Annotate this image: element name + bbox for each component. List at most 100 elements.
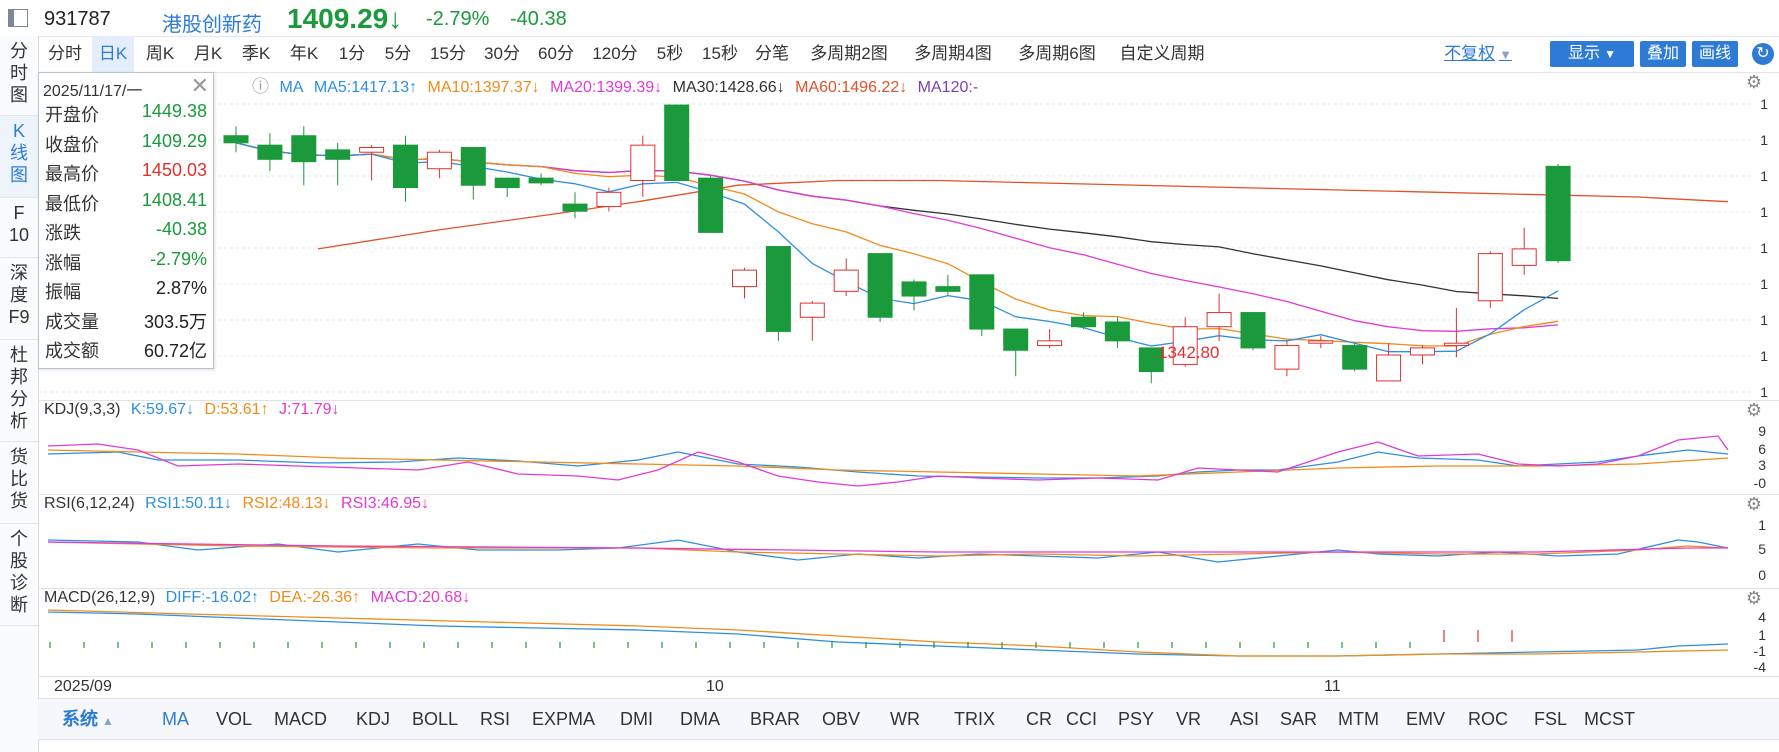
indicator-tab[interactable]: FSL: [1534, 709, 1568, 729]
ma5-value: MA5:1417.13↑: [313, 79, 418, 96]
candlestick: [1240, 312, 1266, 351]
period-tab[interactable]: 自定义周期: [1119, 44, 1205, 63]
tab-timeshare[interactable]: 分 时 图: [0, 36, 38, 116]
indicator-tab[interactable]: EXPMA: [532, 709, 596, 729]
period-tab[interactable]: 15分: [430, 44, 466, 63]
indicator-tab[interactable]: VR: [1176, 709, 1202, 729]
left-nav: 分 时 图 K 线 图 F 10 深 度 F9 杜 邦 分 析 货 比 货 个 …: [0, 36, 39, 752]
draw-line-button[interactable]: 画线: [1692, 41, 1738, 67]
candle-body: [460, 147, 486, 186]
indicator-tab[interactable]: CR: [1026, 709, 1052, 729]
candlestick: [1037, 329, 1063, 348]
period-tab[interactable]: 多周期4图: [914, 44, 992, 63]
indicator-tab[interactable]: VOL: [216, 709, 253, 729]
candle-body: [698, 177, 724, 233]
refresh-icon[interactable]: ↻: [1752, 43, 1774, 65]
help-icon[interactable]: ⓘ: [252, 77, 269, 96]
period-tab[interactable]: 周K: [145, 44, 175, 63]
indicator-tab[interactable]: MTM: [1338, 709, 1379, 729]
rsi3-value: RSI3:46.95↓: [341, 495, 430, 512]
rsi2-line: [47, 541, 1729, 557]
candlestick: [630, 135, 656, 198]
period-tab[interactable]: 1分: [338, 44, 366, 63]
period-tab[interactable]: 分时: [48, 44, 82, 63]
adjust-dropdown[interactable]: 不复权 ▼: [1444, 36, 1512, 72]
indicator-tab-active[interactable]: MA: [162, 709, 189, 729]
axis-tick: 6: [1758, 441, 1766, 457]
close-icon[interactable]: ✕: [190, 73, 209, 98]
tab-compare[interactable]: 货 比 货: [0, 442, 38, 524]
candlestick: [1206, 293, 1232, 341]
tab-deep-f9[interactable]: 深 度 F9: [0, 258, 38, 340]
gear-icon[interactable]: ⚙: [1745, 400, 1763, 420]
candlestick: [1511, 227, 1537, 275]
system-label: 系统: [62, 709, 98, 729]
period-tab[interactable]: 季K: [241, 44, 271, 63]
macd-chart[interactable]: 4 1 -1 -4: [38, 608, 1779, 674]
tab-f10[interactable]: F 10: [0, 198, 38, 258]
kdj-d-line: [47, 449, 1729, 477]
period-tab-active[interactable]: 日K: [92, 36, 134, 72]
indicator-tab[interactable]: WR: [890, 709, 920, 729]
candlestick: [223, 126, 249, 153]
indicator-tab[interactable]: DMI: [620, 709, 653, 729]
stock-name[interactable]: 港股创新药: [162, 14, 262, 36]
period-tab[interactable]: 30分: [484, 44, 520, 63]
indicator-tab[interactable]: SAR: [1280, 709, 1318, 729]
gear-icon[interactable]: ⚙: [1745, 588, 1763, 608]
period-tab[interactable]: 60分: [538, 44, 574, 63]
period-tab[interactable]: 年K: [289, 44, 319, 63]
indicator-tab[interactable]: MCST: [1584, 709, 1635, 729]
period-tab[interactable]: 5秒: [656, 44, 684, 63]
gear-icon[interactable]: ⚙: [1745, 72, 1763, 92]
indicator-tab[interactable]: MACD: [274, 709, 327, 729]
info-label: 振幅: [45, 282, 81, 302]
period-tab[interactable]: 120分: [592, 44, 638, 63]
kdj-chart[interactable]: 9 6 3 -0: [38, 420, 1779, 492]
x-label-oct: 10: [706, 678, 724, 695]
tab-label: 深 度 F9: [8, 263, 30, 327]
info-label: 最低价: [45, 193, 99, 214]
indicator-tab[interactable]: CCI: [1066, 709, 1097, 729]
tab-dupont[interactable]: 杜 邦 分 析: [0, 340, 38, 442]
system-indicator-menu[interactable]: 系统 ▲: [62, 699, 114, 739]
layout-toggle-icon[interactable]: [8, 9, 28, 27]
indicator-tab[interactable]: DMA: [680, 709, 720, 729]
kline-chart[interactable]: 1 1 1 1 1 1 1 1 1: [38, 92, 1779, 398]
kdj-title: KDJ(9,3,3): [44, 401, 121, 418]
overlay-button[interactable]: 叠加: [1640, 41, 1686, 67]
indicator-tab[interactable]: BOLL: [412, 709, 459, 729]
candle-body: [1511, 248, 1537, 266]
rsi-chart[interactable]: 1 5 0: [38, 514, 1779, 586]
period-tab[interactable]: 多周期6图: [1018, 44, 1096, 63]
period-tab[interactable]: 月K: [193, 44, 223, 63]
info-label: 成交额: [45, 341, 99, 361]
tab-diagnosis[interactable]: 个 股 诊 断: [0, 524, 38, 626]
axis-tick: 1: [1760, 168, 1768, 184]
candlestick: [833, 258, 859, 297]
period-tab[interactable]: 15秒: [702, 44, 738, 63]
indicator-tab[interactable]: BRAR: [750, 709, 801, 729]
indicator-tab[interactable]: OBV: [822, 709, 861, 729]
indicator-tab[interactable]: PSY: [1118, 709, 1155, 729]
axis-tick: 1: [1758, 627, 1766, 643]
candle-body: [359, 147, 385, 153]
triangle-up-icon: ▲: [102, 714, 114, 728]
indicator-tab[interactable]: RSI: [480, 709, 511, 729]
kdj-d: D:53.61↑: [204, 401, 269, 418]
candlestick: [1376, 343, 1402, 382]
indicator-tab[interactable]: ROC: [1468, 709, 1508, 729]
period-tab[interactable]: 5分: [384, 44, 412, 63]
indicator-tab[interactable]: TRIX: [954, 709, 996, 729]
indicator-tab[interactable]: ASI: [1230, 709, 1260, 729]
indicator-tab[interactable]: EMV: [1406, 709, 1446, 729]
candlestick: [1138, 347, 1164, 384]
axis-tick: 3: [1758, 457, 1766, 473]
tab-kline[interactable]: K 线 图: [0, 116, 38, 198]
period-tab[interactable]: 分笔: [755, 44, 789, 63]
display-button[interactable]: 显示 ▼: [1550, 41, 1634, 67]
gear-icon[interactable]: ⚙: [1745, 494, 1763, 514]
period-tab[interactable]: 多周期2图: [810, 44, 888, 63]
info-value: 1408.41: [141, 189, 207, 210]
indicator-tab[interactable]: KDJ: [356, 709, 391, 729]
